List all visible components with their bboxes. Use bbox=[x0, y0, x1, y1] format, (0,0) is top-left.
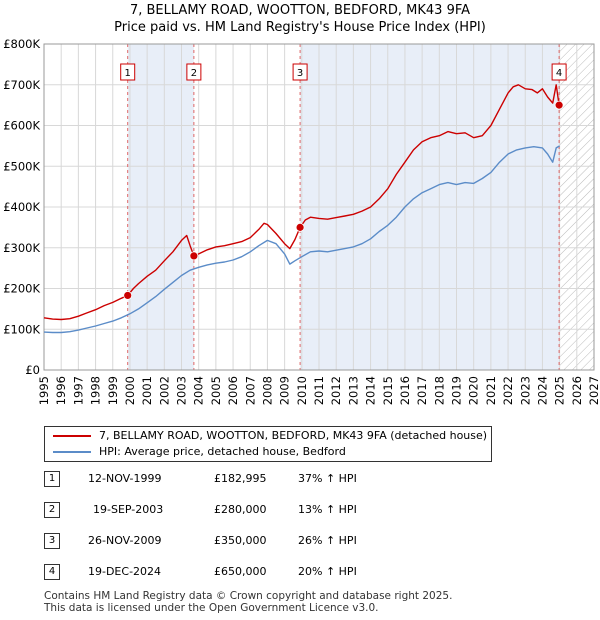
x-tick-label: 2002 bbox=[157, 376, 171, 405]
y-tick-label: £400K bbox=[3, 200, 40, 214]
sale-hpi-diff: 37% ↑ HPI bbox=[298, 472, 357, 485]
sale-label-box bbox=[186, 63, 202, 81]
y-tick-label: £0 bbox=[25, 363, 40, 377]
sale-hpi-diff: 20% ↑ HPI bbox=[298, 565, 357, 578]
table-row: 3 26-NOV-2009 £350,000 26% ↑ HPI bbox=[44, 532, 444, 550]
x-tick-label: 1996 bbox=[54, 376, 68, 405]
sale-point bbox=[123, 291, 133, 300]
sale-price: £650,000 bbox=[214, 565, 267, 578]
table-row: 2 19-SEP-2003 £280,000 13% ↑ HPI bbox=[44, 501, 444, 519]
x-tick-label: 2013 bbox=[346, 376, 360, 405]
x-tick-label: 2001 bbox=[140, 376, 154, 405]
legend-swatch-hpi bbox=[53, 451, 91, 453]
y-tick-label: £500K bbox=[3, 159, 40, 173]
x-tick-label: 2016 bbox=[398, 376, 412, 405]
x-tick-label: 2026 bbox=[570, 376, 584, 405]
sale-point bbox=[554, 100, 564, 110]
footer: Contains HM Land Registry data © Crown c… bbox=[44, 590, 452, 614]
plot-frame bbox=[43, 43, 595, 371]
sale-label-number: 1 bbox=[125, 68, 131, 79]
sale-point bbox=[189, 251, 199, 261]
y-tick-label: £300K bbox=[3, 241, 40, 255]
sale-date: 19-SEP-2003 bbox=[93, 503, 164, 516]
y-tick-label: £600K bbox=[3, 119, 40, 133]
x-tick-label: 2019 bbox=[450, 376, 464, 405]
chart-title: 7, BELLAMY ROAD, WOOTTON, BEDFORD, MK43 … bbox=[0, 2, 600, 36]
sale-marker-badge: 3 bbox=[44, 533, 60, 549]
x-tick-label: 2015 bbox=[381, 376, 395, 405]
sale-hpi-diff: 26% ↑ HPI bbox=[298, 534, 357, 547]
x-tick-label: 2018 bbox=[432, 376, 446, 405]
x-tick-label: 2006 bbox=[226, 376, 240, 405]
x-tick-label: 2011 bbox=[312, 376, 326, 405]
x-tick-label: 2010 bbox=[295, 376, 309, 405]
legend-label-property: 7, BELLAMY ROAD, WOOTTON, BEDFORD, MK43 … bbox=[99, 429, 488, 442]
table-row: 1 12-NOV-1999 £182,995 37% ↑ HPI bbox=[44, 470, 444, 488]
x-tick-label: 2022 bbox=[501, 376, 515, 405]
sale-label-number: 2 bbox=[191, 68, 197, 79]
chart-title-line2: Price paid vs. HM Land Registry's House … bbox=[114, 20, 486, 35]
sale-label-box bbox=[120, 63, 136, 81]
sale-label-box bbox=[551, 63, 567, 81]
y-tick-label: £800K bbox=[3, 37, 40, 51]
sale-date: 19-DEC-2024 bbox=[88, 565, 162, 578]
x-tick-label: 2014 bbox=[364, 376, 378, 405]
sale-point bbox=[295, 222, 305, 232]
footer-copyright: Contains HM Land Registry data © Crown c… bbox=[44, 590, 453, 602]
sale-marker-badge: 4 bbox=[44, 564, 60, 580]
price-chart: £0 £100K £200K £300K £400K £500K £600K £700K £80… bbox=[3, 37, 600, 405]
sale-label-number: 4 bbox=[556, 68, 562, 79]
sale-marker-badge: 1 bbox=[44, 471, 60, 487]
x-tick-label: 2000 bbox=[123, 376, 137, 405]
sale-label-number: 3 bbox=[297, 68, 303, 79]
x-tick-label: 1998 bbox=[89, 376, 103, 405]
x-tick-label: 2017 bbox=[415, 376, 429, 405]
legend-item-hpi: HPI: Average price, detached house, Bedf… bbox=[53, 444, 346, 460]
x-tick-label: 1997 bbox=[71, 376, 85, 405]
legend-swatch-property bbox=[53, 435, 91, 437]
hpi-line bbox=[43, 145, 560, 334]
sale-label-box bbox=[292, 63, 308, 81]
x-tick-label: 2004 bbox=[192, 376, 206, 405]
x-tick-label: 2008 bbox=[260, 376, 274, 405]
x-tick-label: 2005 bbox=[209, 376, 223, 405]
x-tick-label: 1995 bbox=[37, 376, 51, 405]
sale-price: £350,000 bbox=[214, 534, 267, 547]
table-row: 4 19-DEC-2024 £650,000 20% ↑ HPI bbox=[44, 563, 444, 581]
sale-hpi-diff: 13% ↑ HPI bbox=[298, 503, 357, 516]
x-tick-label: 2024 bbox=[535, 376, 549, 405]
legend-label-hpi: HPI: Average price, detached house, Bedf… bbox=[99, 445, 346, 458]
y-tick-label: £700K bbox=[3, 78, 40, 92]
y-tick-label: £200K bbox=[3, 282, 40, 296]
sale-date: 12-NOV-1999 bbox=[88, 472, 162, 485]
x-tick-label: 2003 bbox=[175, 376, 189, 405]
x-tick-label: 2007 bbox=[243, 376, 257, 405]
x-tick-label: 2009 bbox=[278, 376, 292, 405]
legend-item-property: 7, BELLAMY ROAD, WOOTTON, BEDFORD, MK43 … bbox=[53, 428, 487, 444]
x-tick-label: 1999 bbox=[106, 376, 120, 405]
y-tick-label: £100K bbox=[3, 322, 40, 336]
x-tick-label: 2021 bbox=[484, 376, 498, 405]
chart-title-line1: 7, BELLAMY ROAD, WOOTTON, BEDFORD, MK43 … bbox=[129, 3, 471, 18]
sale-price: £182,995 bbox=[214, 472, 267, 485]
sale-date: 26-NOV-2009 bbox=[88, 534, 162, 547]
footer-license: This data is licensed under the Open Gov… bbox=[44, 602, 379, 614]
x-tick-label: 2020 bbox=[467, 376, 481, 405]
x-tick-label: 2012 bbox=[329, 376, 343, 405]
x-tick-label: 2023 bbox=[518, 376, 532, 405]
x-tick-label: 2025 bbox=[553, 376, 567, 405]
sale-marker-badge: 2 bbox=[44, 502, 60, 518]
x-tick-label: 2027 bbox=[587, 376, 600, 405]
sale-price: £280,000 bbox=[214, 503, 267, 516]
chart-legend: 7, BELLAMY ROAD, WOOTTON, BEDFORD, MK43 … bbox=[44, 426, 492, 462]
